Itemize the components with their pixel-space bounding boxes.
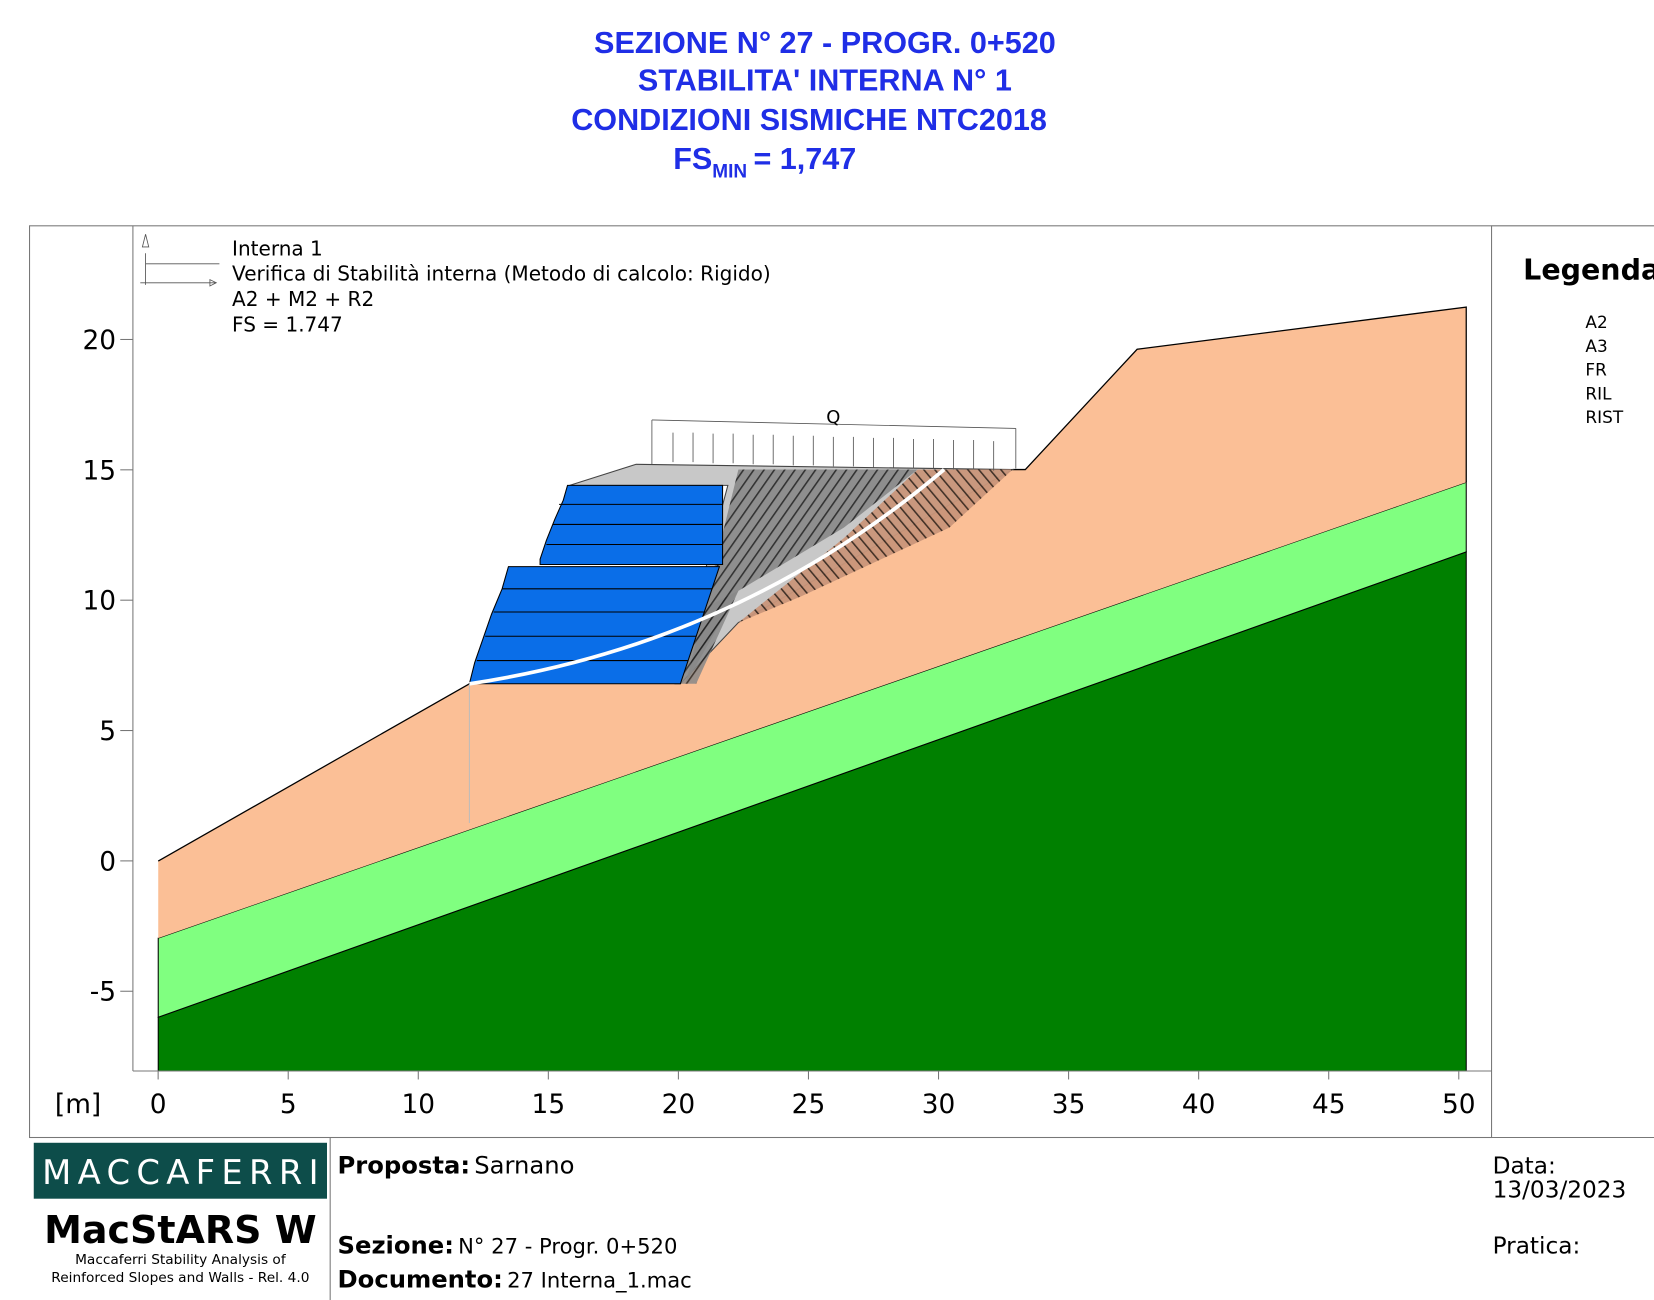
- value: Sarnano: [474, 1150, 574, 1179]
- legend-item: A2: [1585, 312, 1607, 332]
- title: SEZIONE N° 27 - PROGR. 0+520 STABILITA' …: [571, 26, 1055, 183]
- documento: Documento: 27 Interna_1.mac: [338, 1264, 692, 1293]
- y-tick-label: -5: [90, 978, 116, 1008]
- fs-sub: MIN: [712, 161, 747, 182]
- data-label: Data:: [1493, 1152, 1556, 1179]
- x-tick-label: 0: [150, 1090, 167, 1120]
- legend: Legenda A2 A3 FR RIL RIST: [1523, 254, 1654, 428]
- ground-line: [157, 683, 470, 862]
- x-tick-label: 40: [1182, 1090, 1216, 1120]
- note: FS = 1.747: [232, 312, 343, 336]
- legend-item: FR: [1585, 360, 1607, 380]
- note: Interna 1: [232, 236, 323, 260]
- y-tick-label: 0: [99, 847, 116, 877]
- logo-box: [33, 1142, 328, 1199]
- legend-item: RIST: [1585, 407, 1623, 427]
- plot-frame: [29, 225, 1493, 1139]
- logo: MACCAFERRI: [42, 1153, 318, 1192]
- slip-surface: [469, 468, 946, 686]
- slip-fan: [685, 469, 918, 684]
- x-tick-label: 25: [792, 1090, 826, 1120]
- y-tick-label: 15: [82, 456, 116, 486]
- value: 27 Interna_1.mac: [507, 1267, 692, 1293]
- fs-min: FSMIN = 1,747: [673, 142, 856, 182]
- title-line: STABILITA' INTERNA N° 1: [638, 64, 1012, 98]
- load-label: Q: [826, 407, 840, 428]
- sezione: Sezione: N° 27 - Progr. 0+520: [338, 1231, 678, 1260]
- slip-fan: [738, 469, 1013, 623]
- data-value: 13/03/2023: [1493, 1177, 1627, 1204]
- x-tick-label: 50: [1442, 1090, 1476, 1120]
- note: Verifica di Stabilità interna (Metodo di…: [232, 262, 771, 286]
- label: Documento:: [338, 1264, 503, 1293]
- analysis-notes: Interna 1 Verifica di Stabilità interna …: [140, 234, 771, 336]
- product-desc: Reinforced Slopes and Walls - Rel. 4.0: [51, 1270, 309, 1286]
- proposta: Proposta: Sarnano: [338, 1150, 575, 1179]
- note: A2 + M2 + R2: [232, 287, 374, 311]
- footer: MACCAFERRI MacStARS W Maccaferri Stabili…: [33, 1137, 1627, 1300]
- label: Proposta:: [338, 1150, 470, 1179]
- value: N° 27 - Progr. 0+520: [458, 1234, 677, 1259]
- legend-title: Legenda: [1523, 254, 1654, 287]
- label: Sezione:: [338, 1231, 454, 1260]
- title-line: CONDIZIONI SISMICHE NTC2018: [571, 103, 1047, 137]
- x-tick-label: 5: [280, 1090, 297, 1120]
- x-tick-label: 35: [1052, 1090, 1086, 1120]
- surcharge-load: [651, 419, 1017, 471]
- pratica-label: Pratica:: [1493, 1233, 1581, 1260]
- reinforced-block: [468, 484, 724, 685]
- layer-fill: [158, 307, 1467, 939]
- ground-line: [1012, 306, 1467, 483]
- title-line: SEZIONE N° 27 - PROGR. 0+520: [594, 26, 1056, 60]
- x-tick-label: 15: [532, 1090, 566, 1120]
- y-tick-label: 10: [82, 587, 116, 617]
- x-tick-label: 20: [662, 1090, 696, 1120]
- y-tick-label: 5: [99, 717, 116, 747]
- x-tick-label: 45: [1312, 1090, 1346, 1120]
- legend-item: A3: [1585, 336, 1607, 356]
- y-tick-label: 20: [82, 326, 116, 356]
- axis-unit: [m]: [55, 1090, 101, 1120]
- ticks: 0 5 10 15 20 25 30 35 40 45 50 -5 0 5 10 15 20: [82, 326, 1475, 1120]
- x-tick-label: 10: [401, 1090, 435, 1120]
- product-desc: Maccaferri Stability Analysis of: [75, 1252, 287, 1268]
- fs-value: = 1,747: [753, 142, 856, 176]
- legend-item: RIL: [1585, 383, 1612, 403]
- cross-section: Q: [157, 306, 1467, 1072]
- x-tick-label: 30: [922, 1090, 956, 1120]
- fs-main: FS: [673, 142, 712, 176]
- product: MacStARS W: [44, 1208, 316, 1252]
